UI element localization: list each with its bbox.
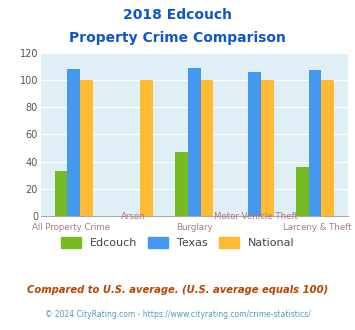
Text: © 2024 CityRating.com - https://www.cityrating.com/crime-statistics/: © 2024 CityRating.com - https://www.city…: [45, 310, 310, 318]
Text: Arson: Arson: [121, 212, 145, 221]
Bar: [55, 171, 67, 216]
Bar: [140, 80, 153, 216]
Bar: [175, 152, 188, 216]
Bar: [261, 80, 274, 216]
Bar: [80, 80, 93, 216]
Text: 2018 Edcouch: 2018 Edcouch: [123, 8, 232, 22]
Text: Larceny & Theft: Larceny & Theft: [283, 223, 351, 232]
Bar: [321, 80, 334, 216]
Text: Property Crime Comparison: Property Crime Comparison: [69, 31, 286, 45]
Bar: [308, 71, 321, 216]
Bar: [188, 68, 201, 216]
Text: Motor Vehicle Theft: Motor Vehicle Theft: [214, 212, 298, 221]
Text: All Property Crime: All Property Crime: [32, 223, 111, 232]
Text: Burglary: Burglary: [176, 223, 213, 232]
Text: Compared to U.S. average. (U.S. average equals 100): Compared to U.S. average. (U.S. average …: [27, 285, 328, 295]
Bar: [296, 167, 308, 216]
Bar: [248, 72, 261, 216]
Bar: [201, 80, 213, 216]
Legend: Edcouch, Texas, National: Edcouch, Texas, National: [56, 233, 299, 252]
Bar: [67, 69, 80, 216]
